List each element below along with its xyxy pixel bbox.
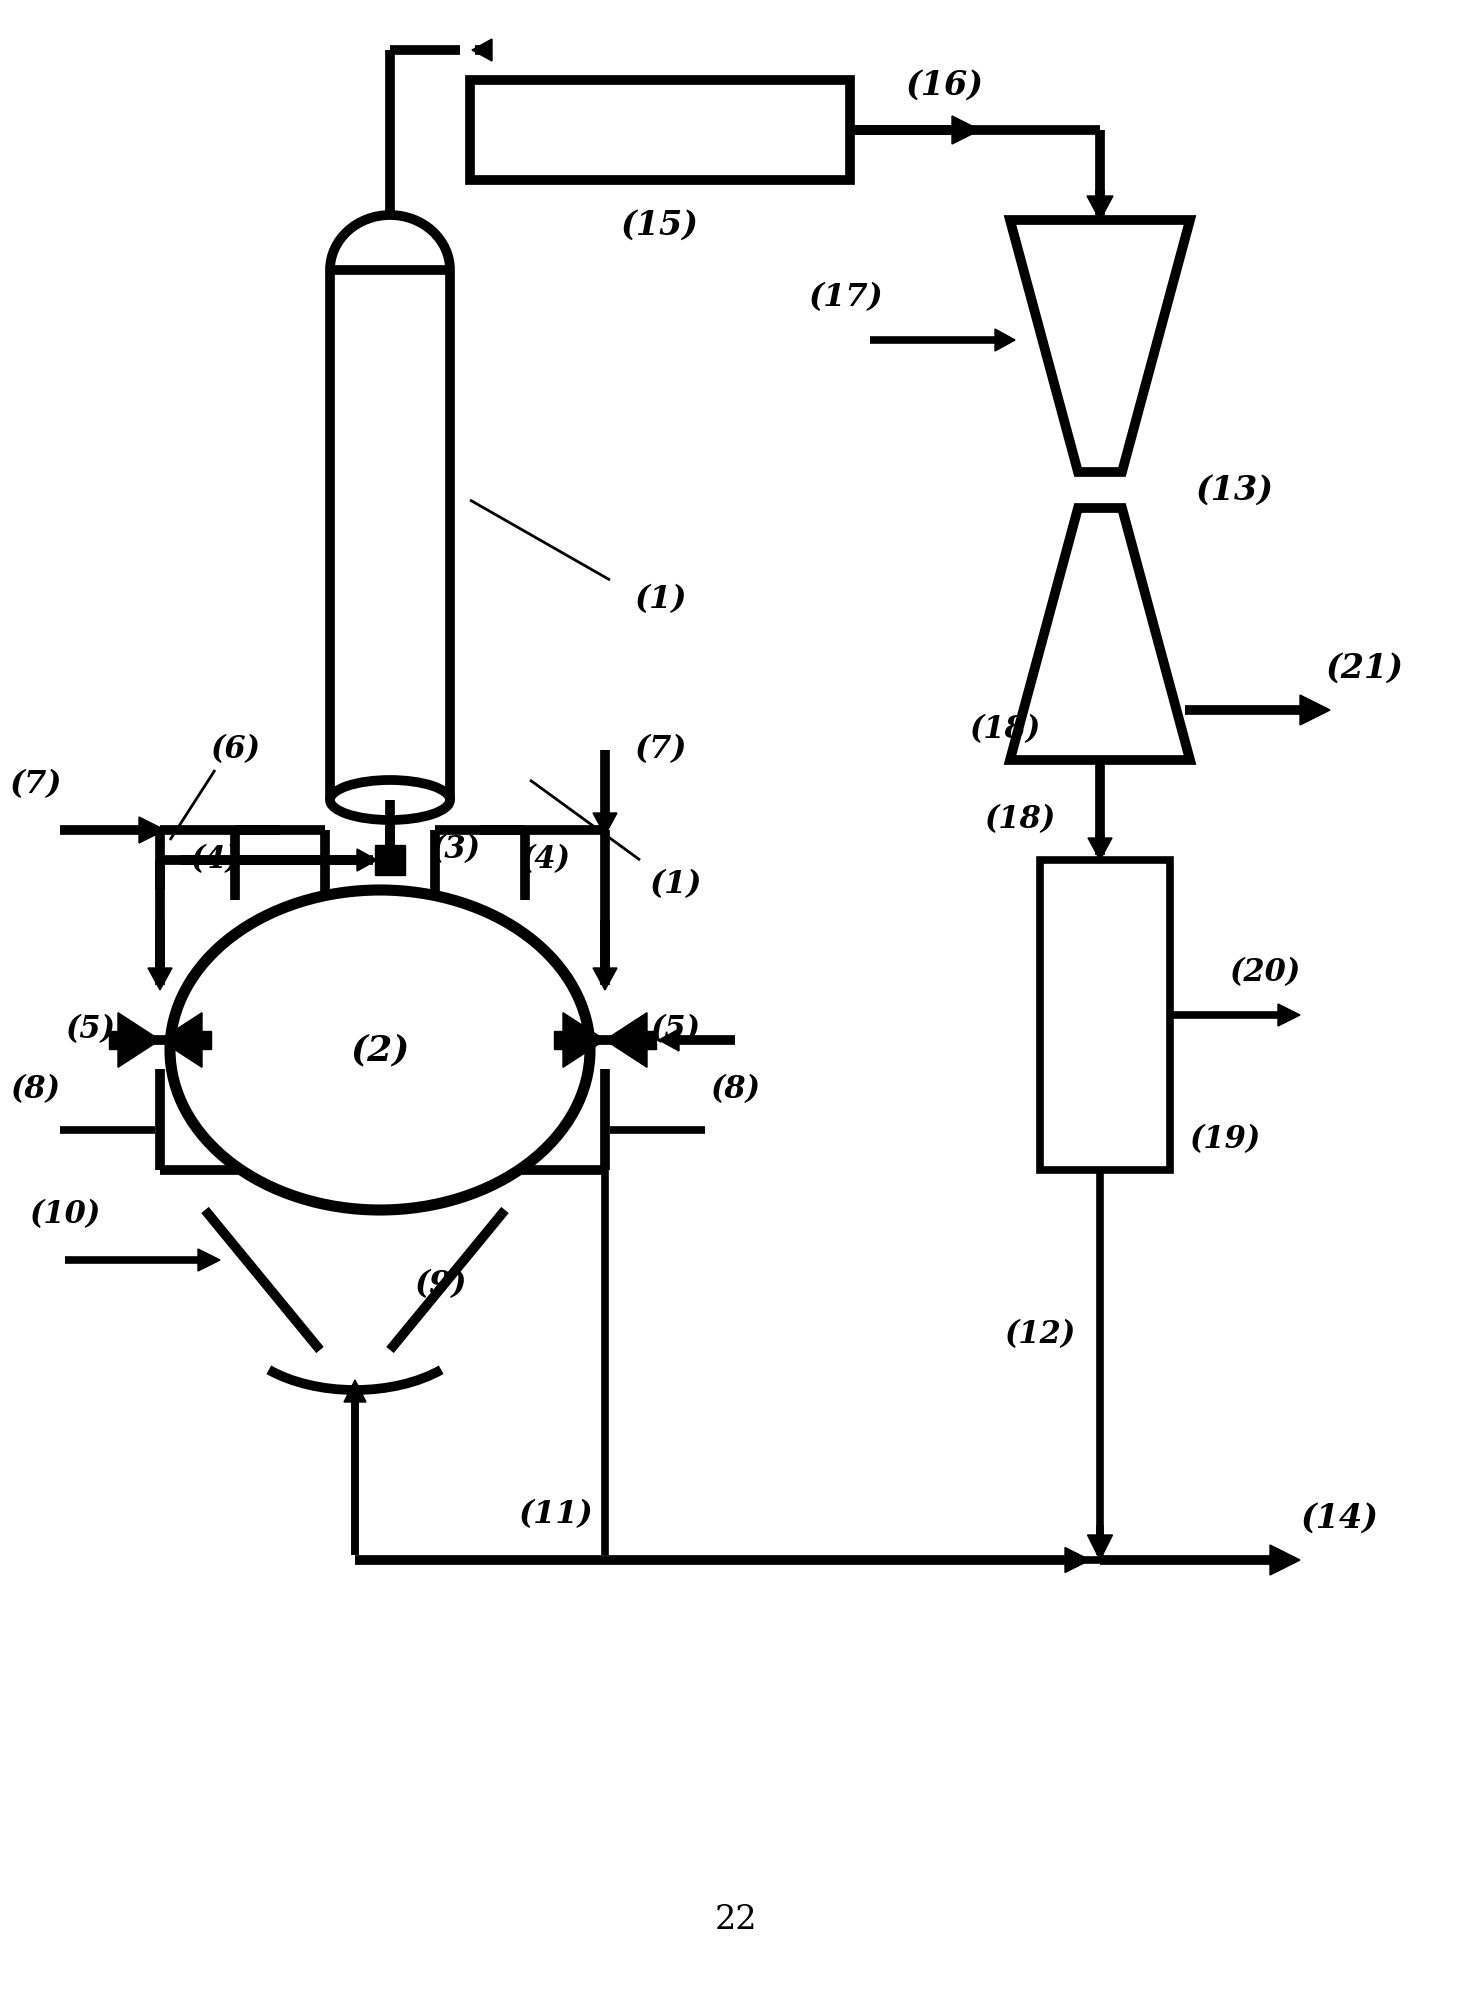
Text: (16): (16) (906, 68, 984, 102)
Text: (4): (4) (190, 844, 240, 876)
Polygon shape (161, 1012, 202, 1068)
Bar (376, 844, 405, 876)
Text: (4): (4) (520, 844, 570, 876)
Polygon shape (1089, 838, 1112, 860)
Polygon shape (471, 38, 492, 60)
Polygon shape (952, 116, 980, 144)
Polygon shape (356, 848, 377, 872)
Polygon shape (594, 812, 617, 836)
Polygon shape (658, 1028, 679, 1052)
Text: (11): (11) (517, 1500, 592, 1530)
Polygon shape (605, 1012, 647, 1068)
Text: (5): (5) (65, 1014, 115, 1046)
Text: (9): (9) (414, 1270, 467, 1300)
Text: (17): (17) (807, 282, 882, 314)
Text: 22: 22 (714, 1904, 757, 1936)
Text: (8): (8) (10, 1074, 60, 1106)
Text: (20): (20) (1230, 958, 1301, 988)
Polygon shape (1279, 1004, 1301, 1026)
Polygon shape (197, 1248, 219, 1272)
Ellipse shape (330, 780, 449, 820)
Text: (1): (1) (648, 870, 701, 900)
Polygon shape (563, 1012, 605, 1068)
Polygon shape (1087, 196, 1114, 220)
Polygon shape (1087, 1536, 1112, 1560)
Text: (18): (18) (984, 804, 1056, 836)
Text: (6): (6) (211, 734, 261, 766)
Polygon shape (138, 816, 165, 844)
Polygon shape (147, 968, 172, 990)
Polygon shape (1301, 696, 1330, 724)
Text: (14): (14) (1301, 1502, 1379, 1534)
Text: (15): (15) (622, 208, 700, 242)
Text: (8): (8) (710, 1074, 760, 1106)
Polygon shape (1270, 1544, 1301, 1576)
Polygon shape (1065, 1548, 1090, 1572)
Text: (5): (5) (650, 1014, 700, 1046)
Bar (193, 1032, 211, 1048)
Text: (1): (1) (633, 584, 686, 616)
Polygon shape (118, 1012, 161, 1068)
Polygon shape (594, 968, 617, 990)
Text: (18): (18) (969, 714, 1040, 746)
Bar (109, 1032, 127, 1048)
Bar (1040, 860, 1170, 1170)
Text: (19): (19) (1189, 1124, 1261, 1156)
Text: (7): (7) (9, 770, 62, 800)
Polygon shape (345, 1380, 365, 1402)
Bar (638, 1032, 655, 1048)
Text: (7): (7) (633, 734, 686, 766)
Bar (554, 1032, 572, 1048)
Bar (470, 80, 850, 180)
Text: (3): (3) (430, 834, 480, 866)
Text: (13): (13) (1196, 474, 1274, 506)
Polygon shape (994, 328, 1015, 352)
Text: (2): (2) (351, 1032, 409, 1068)
Text: (21): (21) (1326, 652, 1404, 684)
Text: (12): (12) (1005, 1320, 1075, 1350)
Text: (10): (10) (29, 1200, 100, 1230)
